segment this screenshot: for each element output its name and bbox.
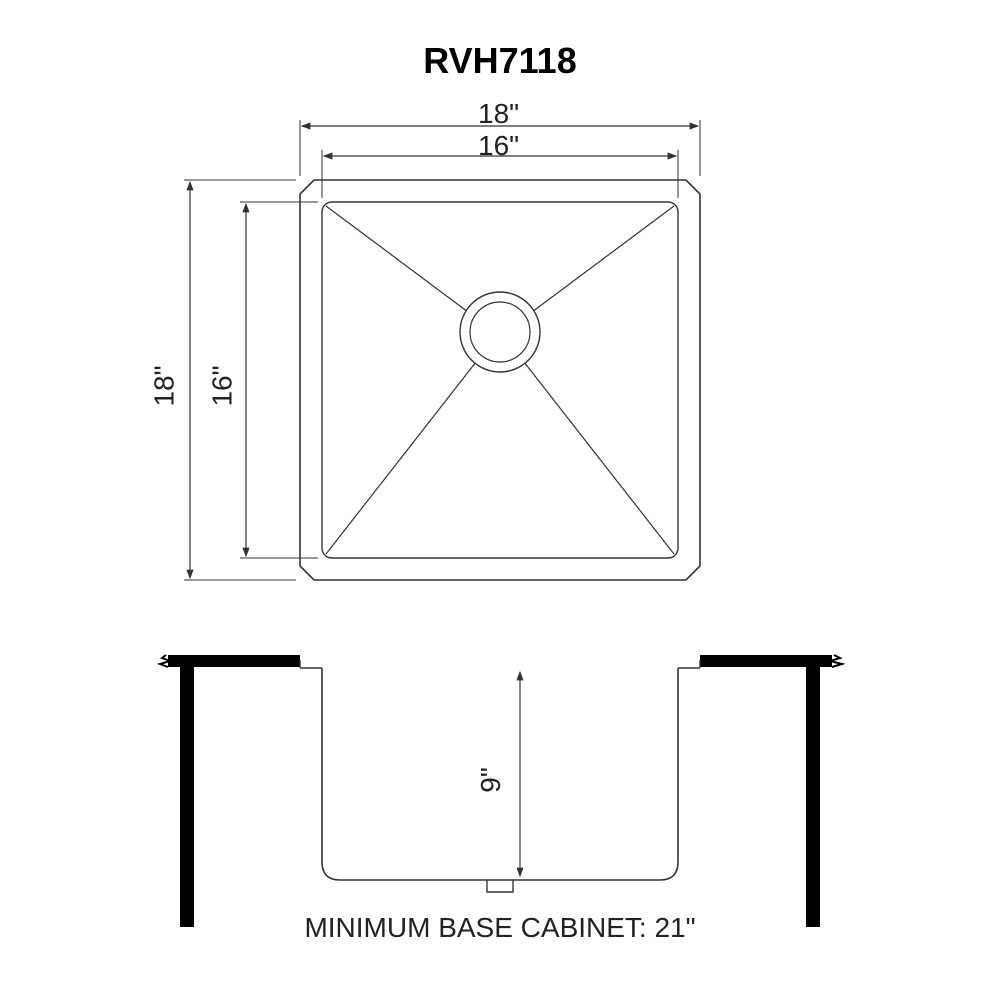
diagram-svg xyxy=(0,0,1000,1000)
cabinet-leg-right xyxy=(806,667,820,927)
counter-right-slab xyxy=(700,655,832,667)
counter-left-slab xyxy=(168,655,300,667)
drain-outer-ring xyxy=(460,292,540,372)
sink-outer-top xyxy=(300,180,700,580)
sink-basin-section xyxy=(322,668,678,880)
cabinet-leg-left xyxy=(180,667,194,927)
drain-nub xyxy=(487,880,513,892)
sink-basin-top xyxy=(322,202,678,558)
